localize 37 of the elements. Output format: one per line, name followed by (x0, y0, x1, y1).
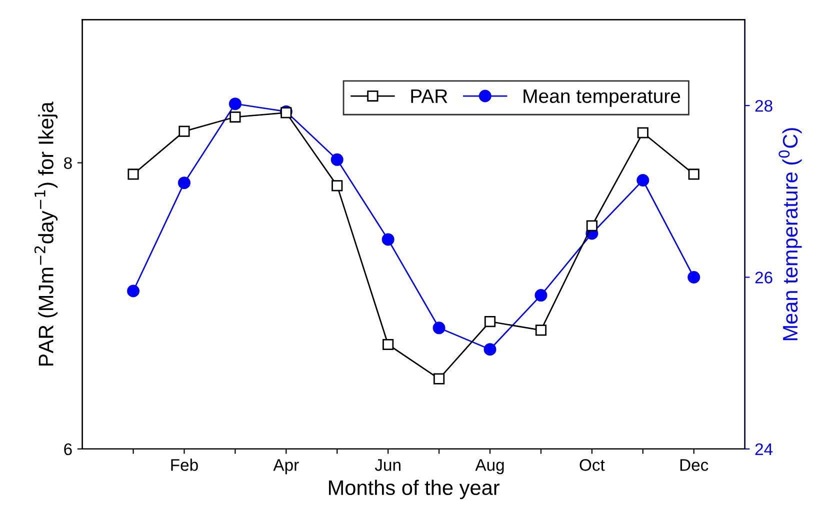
point (688, 271, 700, 284)
y-tick-label: 8 (64, 157, 72, 169)
point (178, 126, 190, 137)
point (330, 153, 344, 166)
point (636, 174, 650, 186)
point (382, 338, 394, 350)
y2-tick-label: 24 (755, 443, 773, 455)
x-tick-label: Dec (680, 459, 708, 471)
point (586, 220, 598, 232)
point (534, 289, 548, 302)
y2-tick-label: 28 (755, 100, 772, 112)
point (637, 127, 648, 138)
y2-axis-title: Mean temperature ($^{0}$C) (778, 128, 802, 340)
point (332, 180, 343, 192)
y-tick-label: 6 (64, 443, 72, 456)
point (127, 284, 140, 298)
x-tick-label: Jun (374, 459, 400, 471)
point (228, 98, 242, 110)
point (535, 324, 547, 336)
y2-tick-label: 26 (755, 272, 772, 284)
point (128, 168, 139, 180)
point (432, 322, 446, 334)
y-axis-title: PAR (MJm$^{−2}$day$^{−1}$) for Ikeja (34, 102, 58, 366)
point (484, 343, 496, 356)
point (484, 316, 496, 328)
x-tick-label: Aug (475, 459, 504, 474)
x-axis-title: Months of the year (329, 480, 500, 500)
point (382, 233, 394, 246)
point (433, 373, 445, 384)
legend-label: Mean temperature (524, 89, 680, 107)
point (178, 176, 190, 190)
x-tick-label: Feb (171, 458, 198, 471)
point (688, 168, 700, 180)
point (230, 111, 241, 123)
legend-label: PAR (411, 89, 448, 103)
x-tick-label: Oct (580, 459, 605, 471)
x-tick-label: Apr (273, 459, 299, 474)
